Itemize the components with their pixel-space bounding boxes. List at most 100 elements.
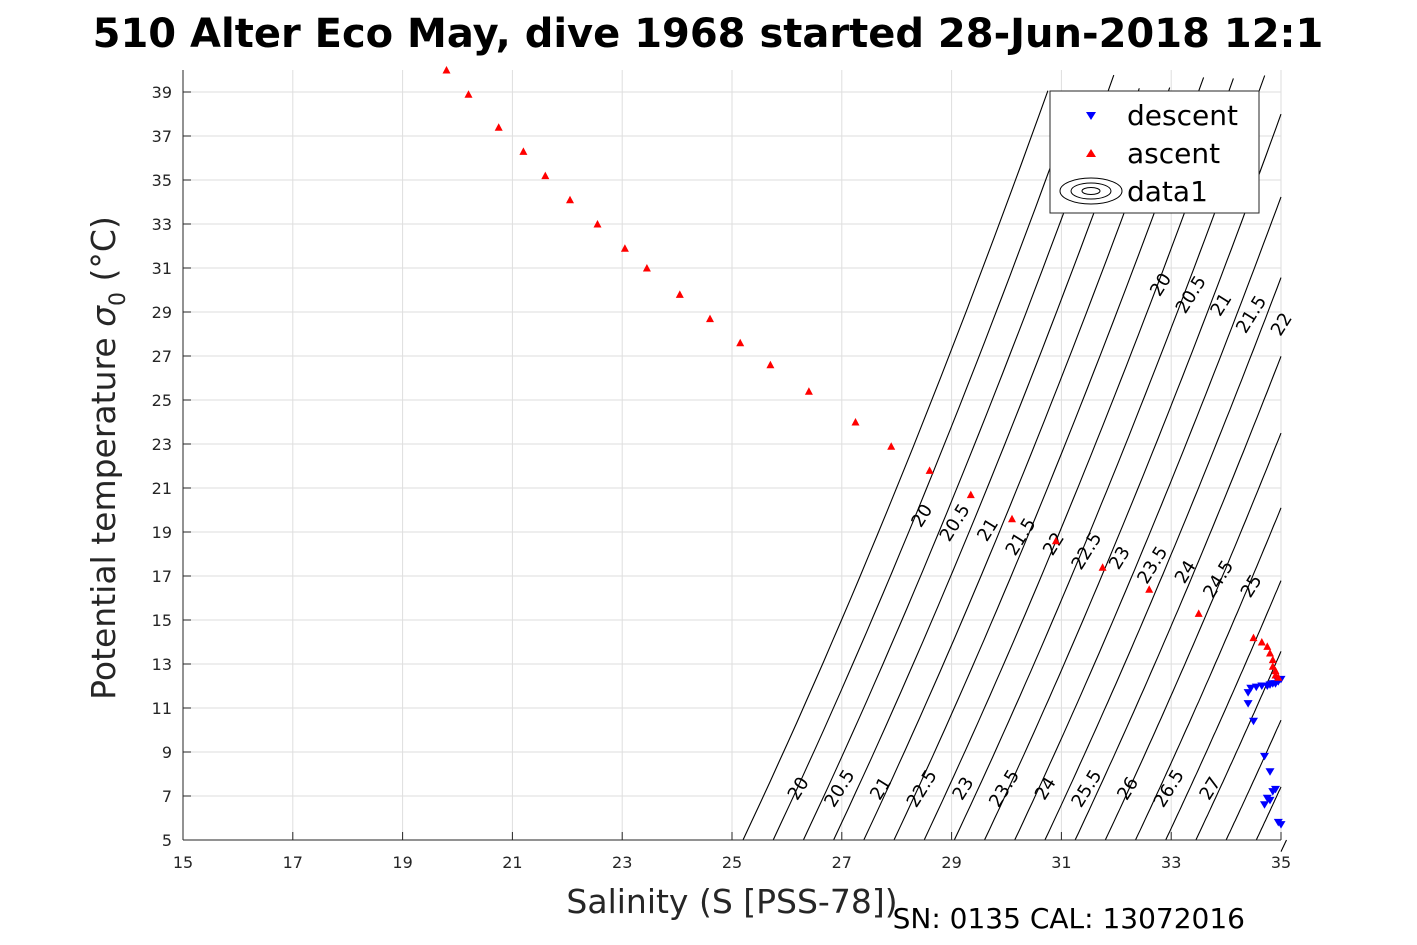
isopycnal-line: [1074, 356, 1282, 841]
y-tick-label: 37: [152, 127, 172, 146]
y-tick-label: 39: [152, 83, 172, 102]
legend-descent-label: descent: [1127, 99, 1238, 132]
ascent-point: [1008, 514, 1016, 523]
y-tick-label: 13: [152, 655, 172, 674]
chart-title: 510 Alter Eco May, dive 1968 started 28-…: [93, 11, 1324, 57]
descent-point: [1265, 768, 1275, 776]
descent-point: [1243, 700, 1253, 708]
y-tick-label: 31: [152, 259, 172, 278]
ascent-point: [593, 220, 602, 228]
descent-point: [1276, 821, 1286, 829]
descent-point: [1249, 717, 1258, 726]
ascent-point: [1266, 649, 1274, 657]
isopycnal-line: [1014, 196, 1282, 841]
legend-data1-label: data1: [1127, 175, 1208, 208]
ascent-point: [541, 171, 550, 180]
y-tick-label: 11: [152, 699, 172, 718]
ascent-point: [1257, 638, 1266, 646]
y-tick-label: 35: [152, 171, 172, 190]
ascent-point: [851, 418, 860, 426]
ascent-point: [1268, 655, 1277, 664]
ascent-point: [1274, 673, 1283, 681]
ascent-point: [887, 442, 896, 450]
legend-ascent-label: ascent: [1127, 137, 1220, 170]
x-tick-label: 23: [612, 853, 632, 872]
isopycnal-line: [893, 77, 1205, 841]
ascent-point: [1268, 662, 1277, 670]
ascent-point: [1098, 563, 1107, 571]
axes: [182, 70, 1281, 841]
ascent-point: [1263, 642, 1272, 650]
isopycnal-line: [863, 87, 1171, 841]
ascent-point: [1145, 585, 1154, 593]
ascent-point: [804, 387, 813, 395]
legend-box: [1049, 90, 1260, 214]
ascent-point: [566, 195, 574, 204]
y-tick-label: 7: [162, 787, 172, 806]
isopycnal-line: [1135, 507, 1282, 841]
ascent-point: [966, 490, 975, 499]
isopycnal-line: [1225, 719, 1282, 841]
grid-lines: [182, 70, 1282, 841]
y-tick-label: 33: [152, 215, 172, 234]
x-tick-label: 25: [722, 853, 742, 872]
y-tick-labels: 5 7 9 11 13 15 17 19 21 23 25 27 29 31 33 35 37 39: [152, 83, 172, 850]
ascent-point: [1051, 536, 1060, 545]
ascent-point: [494, 123, 503, 131]
data-markers: [442, 66, 1286, 829]
isopycnal-line: [772, 91, 1079, 841]
x-tick-label: 27: [832, 853, 852, 872]
isopycnal-line: [742, 90, 1049, 841]
y-tick-label: 5: [162, 831, 172, 850]
isopycnal-line: [1044, 277, 1282, 841]
isopycnal-line: [1104, 432, 1282, 841]
legend-contour-icon: [1059, 177, 1123, 205]
ascent-point: [442, 66, 451, 74]
ascent-point: [1249, 633, 1258, 642]
y-axis-label-main: Potential temperature: [84, 327, 123, 700]
y-axis-label-symbol: σ: [84, 305, 123, 327]
ascent-point: [766, 360, 775, 369]
ascent-point: [736, 338, 745, 347]
descent-point: [1265, 796, 1275, 805]
isopycnal-line: [953, 75, 1266, 841]
ascent-point: [642, 264, 651, 272]
y-tick-label: 23: [152, 435, 172, 454]
x-tick-label: 31: [1051, 853, 1071, 872]
ascent-point: [620, 244, 629, 252]
isopycnal-line: [802, 74, 1115, 841]
y-axis-label: Potential temperature σ0 (°C): [84, 216, 131, 700]
legend-descent-marker: [1086, 112, 1096, 120]
x-axis-label: Salinity (S [PSS-78]): [566, 882, 897, 921]
y-tick-label: 21: [152, 479, 172, 498]
x-tick-label: 15: [173, 853, 193, 872]
isopycnal-line: [1280, 839, 1287, 852]
descent-point: [1271, 785, 1280, 794]
x-tick-label: 35: [1271, 853, 1291, 872]
serial-calibration-footer: SN: 0135 CAL: 13072016: [893, 902, 1245, 935]
descent-point: [1260, 801, 1269, 809]
legend: descent ascent data1: [1049, 90, 1260, 214]
descent-point: [1246, 684, 1256, 693]
y-axis-label-unit: (°C): [84, 216, 123, 292]
y-tick-label: 9: [162, 743, 172, 762]
y-tick-label: 29: [152, 303, 172, 322]
ascent-point: [706, 314, 714, 323]
isopycnal-line: [923, 78, 1234, 841]
x-tick-label: 29: [941, 853, 961, 872]
y-tick-label: 15: [152, 611, 172, 630]
descent-point: [1251, 683, 1261, 692]
y-tick-label: 19: [152, 523, 172, 542]
legend-ascent-marker: [1086, 149, 1096, 157]
y-axis-label-subscript: 0: [106, 292, 131, 306]
ascent-point: [925, 466, 934, 474]
ascent-point: [1271, 666, 1280, 675]
x-tick-label: 21: [502, 853, 522, 872]
x-tick-label: 17: [283, 853, 303, 872]
descent-point: [1260, 752, 1269, 761]
ascent-point: [464, 90, 473, 98]
ascent-point: [1194, 609, 1203, 617]
isopycnal-line: [984, 113, 1282, 841]
isopycnal-line: [1165, 580, 1282, 841]
y-tick-label: 27: [152, 347, 172, 366]
